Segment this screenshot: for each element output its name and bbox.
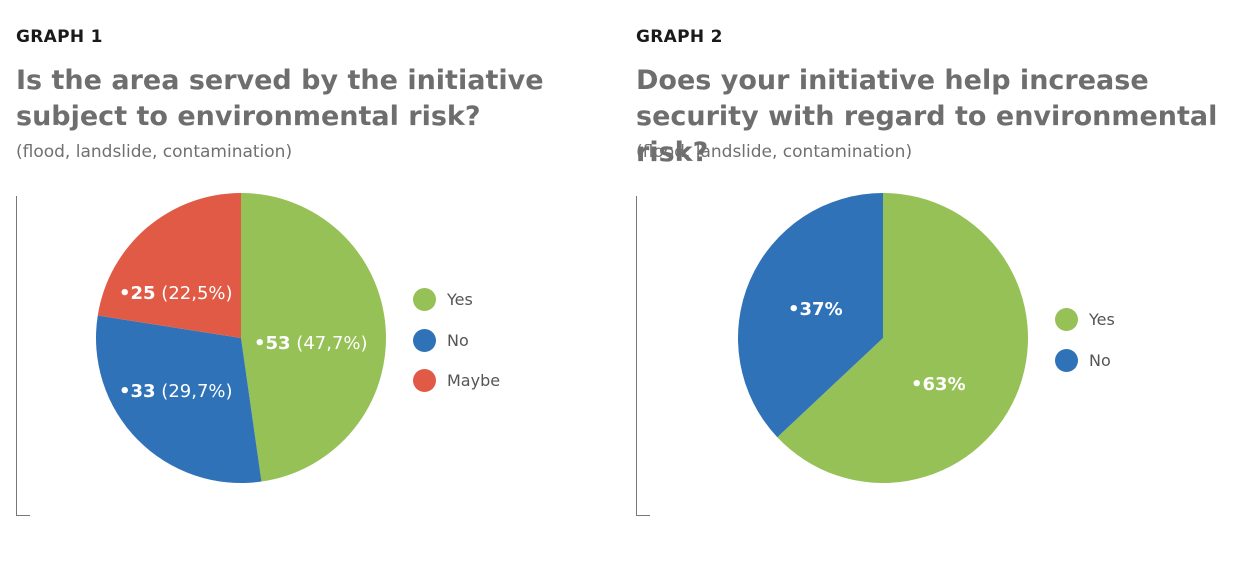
graph-1-label: GRAPH 1 [16, 27, 103, 47]
slice-label-value: 53 [266, 333, 291, 354]
graph-2-axis-tick [636, 515, 650, 516]
pie-slice-yes [777, 193, 1028, 483]
graph-2-title: Does your initiative help increase secur… [636, 65, 1218, 168]
slice-label-bullet: • [119, 381, 131, 402]
legend-swatch-maybe [413, 368, 436, 392]
slice-label-bullet: • [911, 374, 923, 395]
slice-label-percent: (29,7%) [156, 381, 233, 402]
legend-label-no: No [1089, 350, 1111, 370]
graph-1-axis-tick [16, 515, 30, 516]
legend-swatch-yes [413, 287, 436, 311]
legend-item-no: No [1055, 348, 1111, 372]
legend-label-maybe: Maybe [447, 370, 501, 390]
legend-swatch-no [413, 328, 436, 352]
legend-label-yes: Yes [1089, 309, 1115, 329]
legend-item-maybe: Maybe [413, 368, 500, 392]
slice-label-value: 63% [923, 374, 966, 395]
legend-label-no: No [447, 330, 469, 350]
slice-label-percent: (47,7%) [291, 333, 368, 354]
pie-slice-maybe [97, 193, 241, 338]
slice-label-yes: •63% [911, 374, 966, 395]
legend-item-yes: Yes [1055, 307, 1115, 331]
slice-label-bullet: • [254, 333, 266, 354]
legend-swatch-no [1055, 348, 1078, 372]
slice-label-no: •37% [788, 299, 843, 320]
graph-2-axis-line [636, 196, 637, 516]
slice-label-maybe: •25 (22,5%) [119, 283, 233, 304]
slice-label-percent: (22,5%) [156, 283, 233, 304]
slice-label-value: 37% [800, 299, 843, 320]
pie-slice-yes [241, 193, 386, 482]
graph-2-subtitle: (flood, landslide, contamination) [636, 142, 913, 162]
legend-item-no: No [413, 328, 469, 352]
graph-1-subtitle: (flood, landslide, contamination) [16, 142, 293, 162]
pie-slice-no [737, 193, 883, 438]
graph-2-pie-chart: •63%•37% [737, 193, 1028, 483]
slice-label-bullet: • [119, 283, 131, 304]
legend-label-yes: Yes [447, 289, 473, 309]
slice-label-value: 33 [131, 381, 156, 402]
legend-swatch-yes [1055, 307, 1078, 331]
slice-label-bullet: • [788, 299, 800, 320]
slice-label-yes: •53 (47,7%) [254, 333, 368, 354]
slice-label-no: •33 (29,7%) [119, 381, 233, 402]
graph-1-panel: GRAPH 1 Is the area served by the initia… [16, 0, 616, 572]
graph-1-axis-line [16, 196, 17, 516]
graph-2-label: GRAPH 2 [636, 27, 723, 47]
graph-1-title: Is the area served by the initiative sub… [16, 65, 544, 132]
legend-item-yes: Yes [413, 287, 473, 311]
graph-1-pie-chart: •53 (47,7%)•33 (29,7%)•25 (22,5%) [95, 193, 386, 483]
slice-label-value: 25 [131, 283, 156, 304]
pie-slice-no [95, 315, 262, 483]
graph-2-panel: GRAPH 2 Does your initiative help increa… [636, 0, 1236, 572]
